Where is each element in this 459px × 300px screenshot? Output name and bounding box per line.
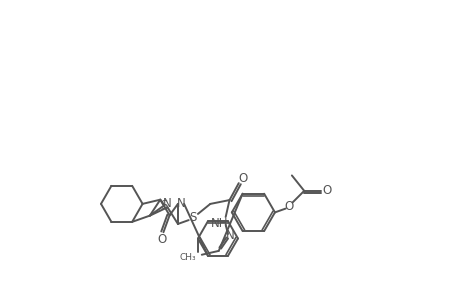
Text: N: N xyxy=(225,229,234,242)
Text: NH: NH xyxy=(210,217,228,230)
Text: N: N xyxy=(176,197,185,210)
Text: S: S xyxy=(160,199,168,212)
Text: S: S xyxy=(189,211,196,224)
Text: CH₃: CH₃ xyxy=(179,253,196,262)
Text: N: N xyxy=(163,197,172,210)
Text: O: O xyxy=(237,172,246,185)
Text: O: O xyxy=(284,200,293,213)
Text: O: O xyxy=(157,233,166,246)
Text: O: O xyxy=(322,184,331,197)
